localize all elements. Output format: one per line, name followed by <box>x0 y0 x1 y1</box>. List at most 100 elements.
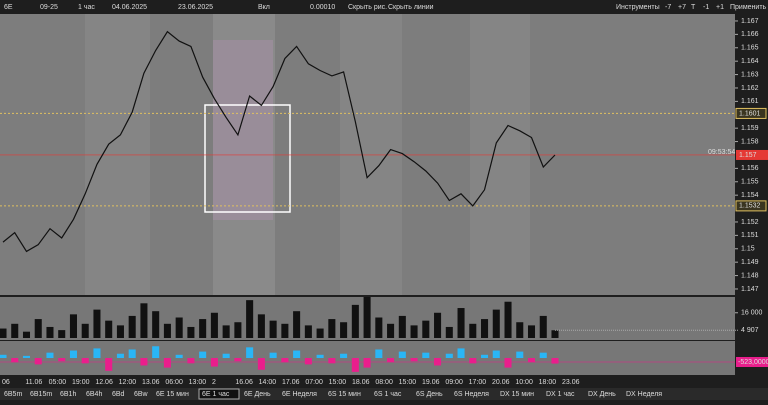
delta-bar <box>527 358 536 363</box>
level-label: 1.1601 <box>739 110 761 117</box>
tab-bar <box>0 388 768 400</box>
active-tab <box>198 388 240 400</box>
level-tag <box>735 200 767 212</box>
toolbar-field[interactable]: 23.06.2025 <box>178 4 213 11</box>
time-axis <box>0 376 768 388</box>
x-tick-label: 14:00 <box>259 379 277 386</box>
toolbar-field[interactable]: Вкл <box>258 4 270 11</box>
volume-bar <box>58 330 66 338</box>
toolbar-field[interactable]: 0.00010 <box>310 4 335 11</box>
y-tick-label: 1.15 <box>741 246 755 253</box>
x-tick-label: 05:00 <box>49 379 67 386</box>
x-tick-label: 20.06 <box>492 379 510 386</box>
toolbar-field[interactable]: 1 час <box>78 4 95 11</box>
apply-button[interactable]: Применить <box>730 4 767 11</box>
volume-bar <box>445 326 453 338</box>
delta-bar <box>116 353 124 358</box>
tab[interactable]: DX День <box>588 391 616 398</box>
delta-bar <box>246 347 254 358</box>
delta-bar <box>363 358 371 368</box>
tab[interactable]: 6S Неделя <box>454 391 489 398</box>
tools-button[interactable]: Инструменты <box>616 4 660 11</box>
delta-bar <box>304 358 312 365</box>
delta-bar <box>375 349 383 358</box>
y-tick-label: 1.152 <box>741 219 759 226</box>
x-tick-label: 18.06 <box>352 379 370 386</box>
volume-bar <box>539 315 547 338</box>
x-tick-label: 23.06 <box>562 379 580 386</box>
tab[interactable]: 6S 15 мин <box>328 391 361 398</box>
x-tick-label: 17:00 <box>469 379 487 386</box>
tab[interactable]: 6B15m <box>30 391 52 398</box>
x-tick-label: 06 <box>2 379 10 386</box>
delta-bar <box>81 358 89 364</box>
x-tick-label: 12.06 <box>95 379 113 386</box>
toolbar-button[interactable]: -1 <box>703 4 709 11</box>
volume-bar <box>222 325 230 338</box>
tab[interactable]: 6B5m <box>4 391 22 398</box>
delta-bar <box>340 353 348 358</box>
x-tick-label: 07:00 <box>305 379 323 386</box>
price-line <box>2 30 556 253</box>
volume-bar <box>316 328 324 338</box>
delta-bar <box>187 358 195 364</box>
tab[interactable]: DX 15 мин <box>500 391 534 398</box>
x-tick-label: 17.06 <box>282 379 300 386</box>
tab[interactable]: 6B1h <box>60 391 76 398</box>
delta-bar <box>58 358 66 362</box>
volume-bar <box>175 317 183 338</box>
toolbar-field[interactable]: 09-25 <box>40 4 58 11</box>
delta-bar <box>481 354 489 358</box>
volume-bar <box>187 326 195 338</box>
delta-bar <box>469 358 477 364</box>
x-tick-label: 18:00 <box>539 379 557 386</box>
session-band <box>340 14 402 295</box>
delta-bar <box>0 354 7 358</box>
tab[interactable]: 6E День <box>244 391 271 398</box>
x-tick-label: 10:00 <box>515 379 533 386</box>
tab[interactable]: 6E 1 час <box>202 391 230 398</box>
delta-bar <box>551 358 559 364</box>
volume-bar <box>481 319 489 338</box>
toolbar-field[interactable]: Скрыть линии <box>388 4 434 11</box>
current-price-tag <box>736 149 768 160</box>
session-band <box>85 14 150 295</box>
toolbar-field[interactable]: Скрыть рис. <box>348 4 387 11</box>
volume-bar <box>93 309 101 338</box>
y-tick-label: 1.165 <box>741 45 759 52</box>
current-price-label: 1.157 <box>739 152 757 159</box>
y-tick-label: 1.148 <box>741 272 759 279</box>
toolbar-button[interactable]: +7 <box>678 4 686 11</box>
volume-bar <box>469 323 477 338</box>
volume-bar <box>398 315 406 338</box>
y-tick-label: 1.151 <box>741 232 759 239</box>
delta-bar <box>34 358 42 365</box>
x-tick-label: 15:00 <box>329 379 347 386</box>
tab[interactable]: 6Bd <box>112 391 125 398</box>
tab[interactable]: DX 1 час <box>546 391 575 398</box>
tab[interactable]: 6Bw <box>134 391 149 398</box>
delta-bar <box>175 354 183 358</box>
toolbar-button[interactable]: T <box>691 4 696 11</box>
toolbar-field[interactable]: 6E <box>4 4 13 11</box>
tab[interactable]: 6S 1 час <box>374 391 402 398</box>
y-tick-label: 1.155 <box>741 179 759 186</box>
delta-bar <box>152 346 160 358</box>
volume-bar <box>328 319 336 338</box>
toolbar-button[interactable]: +1 <box>716 4 724 11</box>
tab[interactable]: DX Неделя <box>626 391 662 398</box>
toolbar <box>0 0 768 14</box>
tab[interactable]: 6B4h <box>86 391 102 398</box>
tab[interactable]: 6E 15 мин <box>156 391 189 398</box>
volume-bar <box>304 325 312 338</box>
volume-profile <box>213 40 273 220</box>
tab[interactable]: 6E Неделя <box>282 391 317 398</box>
delta-bar <box>199 351 207 358</box>
volume-bar <box>257 314 265 338</box>
volume-bar <box>46 326 54 338</box>
toolbar-button[interactable]: -7 <box>665 4 671 11</box>
volume-bar <box>551 330 559 338</box>
tab[interactable]: 6S День <box>416 391 443 398</box>
toolbar-field[interactable]: 04.06.2025 <box>112 4 147 11</box>
